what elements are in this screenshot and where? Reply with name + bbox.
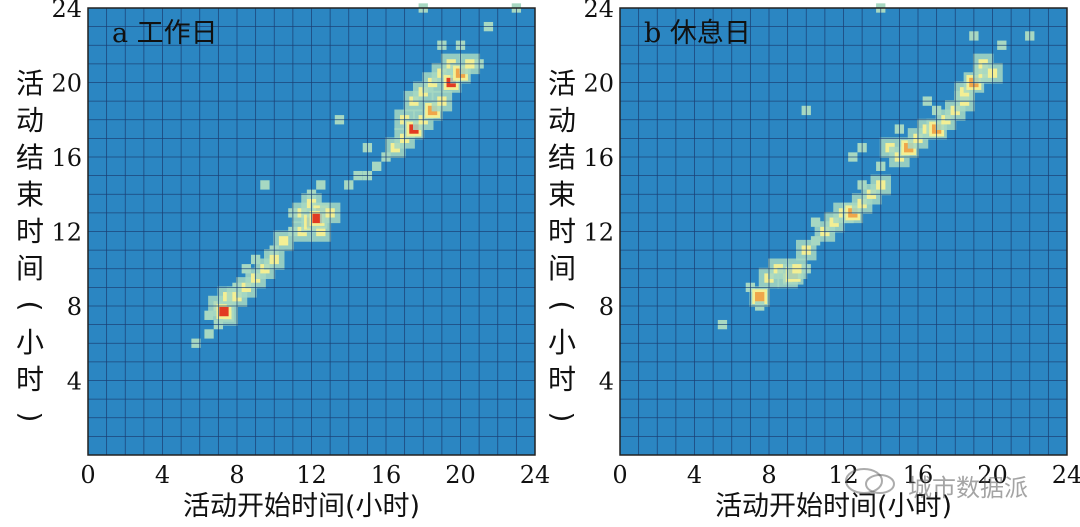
y-axis-label-char: 束 <box>16 178 44 211</box>
x-tick-label: 20 <box>977 461 1008 489</box>
y-axis-label-char: ) <box>14 412 47 423</box>
x-tick-label: 24 <box>1052 461 1080 489</box>
panel-title: a 工作日 <box>112 18 218 49</box>
x-tick-label: 4 <box>155 461 170 489</box>
x-tick-label: 4 <box>687 461 702 489</box>
y-tick-label: 24 <box>51 0 82 23</box>
density-cell <box>204 329 214 339</box>
y-axis-label-char: ( <box>14 301 47 312</box>
y-tick-label: 20 <box>51 70 82 98</box>
x-tick-label: 20 <box>445 461 476 489</box>
density-cell <box>260 180 270 190</box>
x-tick-label: 8 <box>761 461 776 489</box>
y-tick-label: 16 <box>583 144 614 172</box>
y-tick-label: 20 <box>583 70 614 98</box>
density-cell <box>312 213 322 224</box>
panel-a: a 工作日 0 4 8 12 16 20 24 4 8 12 16 20 24 活动开始时间(小时) 活动结束… <box>14 0 550 522</box>
y-axis-label-char: 活 <box>548 67 576 100</box>
y-axis-label-char: 时 <box>548 215 576 248</box>
plot-frame <box>87 7 536 456</box>
y-axis-label-char: 小 <box>16 326 44 359</box>
density-cell <box>316 180 326 190</box>
y-axis-label-char: 束 <box>548 178 576 211</box>
y-axis-label-char: 活 <box>16 67 44 100</box>
y-axis-label-char: 小 <box>548 326 576 359</box>
y-axis-label-char: ( <box>546 301 579 312</box>
y-axis-label-char: 间 <box>16 252 44 285</box>
y-axis-label-char: 结 <box>16 141 44 174</box>
y-axis-label-char: 时 <box>16 215 44 248</box>
wechat-icon <box>845 468 895 494</box>
y-tick-label: 12 <box>583 219 614 247</box>
y-tick-label: 12 <box>51 219 82 247</box>
density-cell <box>810 217 821 227</box>
x-tick-label: 16 <box>903 461 934 489</box>
panel-b: b 休息日 0 4 8 12 16 20 24 4 8 12 16 20 24 活动开始时间(小时) 活动结束… <box>546 0 1080 522</box>
x-tick-label: 12 <box>296 461 327 489</box>
y-axis-label-char: 结 <box>548 141 576 174</box>
y-tick-label: 8 <box>67 293 82 321</box>
watermark-text: 城市数据派 <box>908 474 1028 502</box>
y-axis-label-char: 时 <box>548 363 576 396</box>
x-tick-label: 16 <box>371 461 402 489</box>
density-cell <box>219 306 229 317</box>
watermark: 城市数据派 <box>842 462 1072 502</box>
y-tick-label: 16 <box>51 144 82 172</box>
x-axis-label: 活动开始时间(小时) <box>183 491 420 522</box>
x-tick-label: 8 <box>229 461 244 489</box>
y-axis-label-char: 动 <box>548 104 576 137</box>
plot-frame <box>619 7 1068 456</box>
panel-title: b 休息日 <box>644 18 751 49</box>
y-tick-label: 24 <box>583 0 614 23</box>
density-cell <box>278 236 289 246</box>
y-axis-label-char: 动 <box>16 104 44 137</box>
x-axis-label: 活动开始时间(小时) <box>715 491 952 522</box>
y-axis-label-char: ) <box>546 412 579 423</box>
density-cell <box>755 292 765 302</box>
x-tick-label: 0 <box>612 461 627 489</box>
x-tick-label: 12 <box>828 461 859 489</box>
y-tick-label: 4 <box>67 368 82 396</box>
y-tick-label: 8 <box>599 293 614 321</box>
x-tick-label: 24 <box>520 461 551 489</box>
y-axis-label-char: 时 <box>16 363 44 396</box>
x-tick-label: 0 <box>80 461 95 489</box>
y-axis-label-char: 间 <box>548 252 576 285</box>
density-cell <box>372 161 382 171</box>
y-tick-label: 4 <box>599 368 614 396</box>
